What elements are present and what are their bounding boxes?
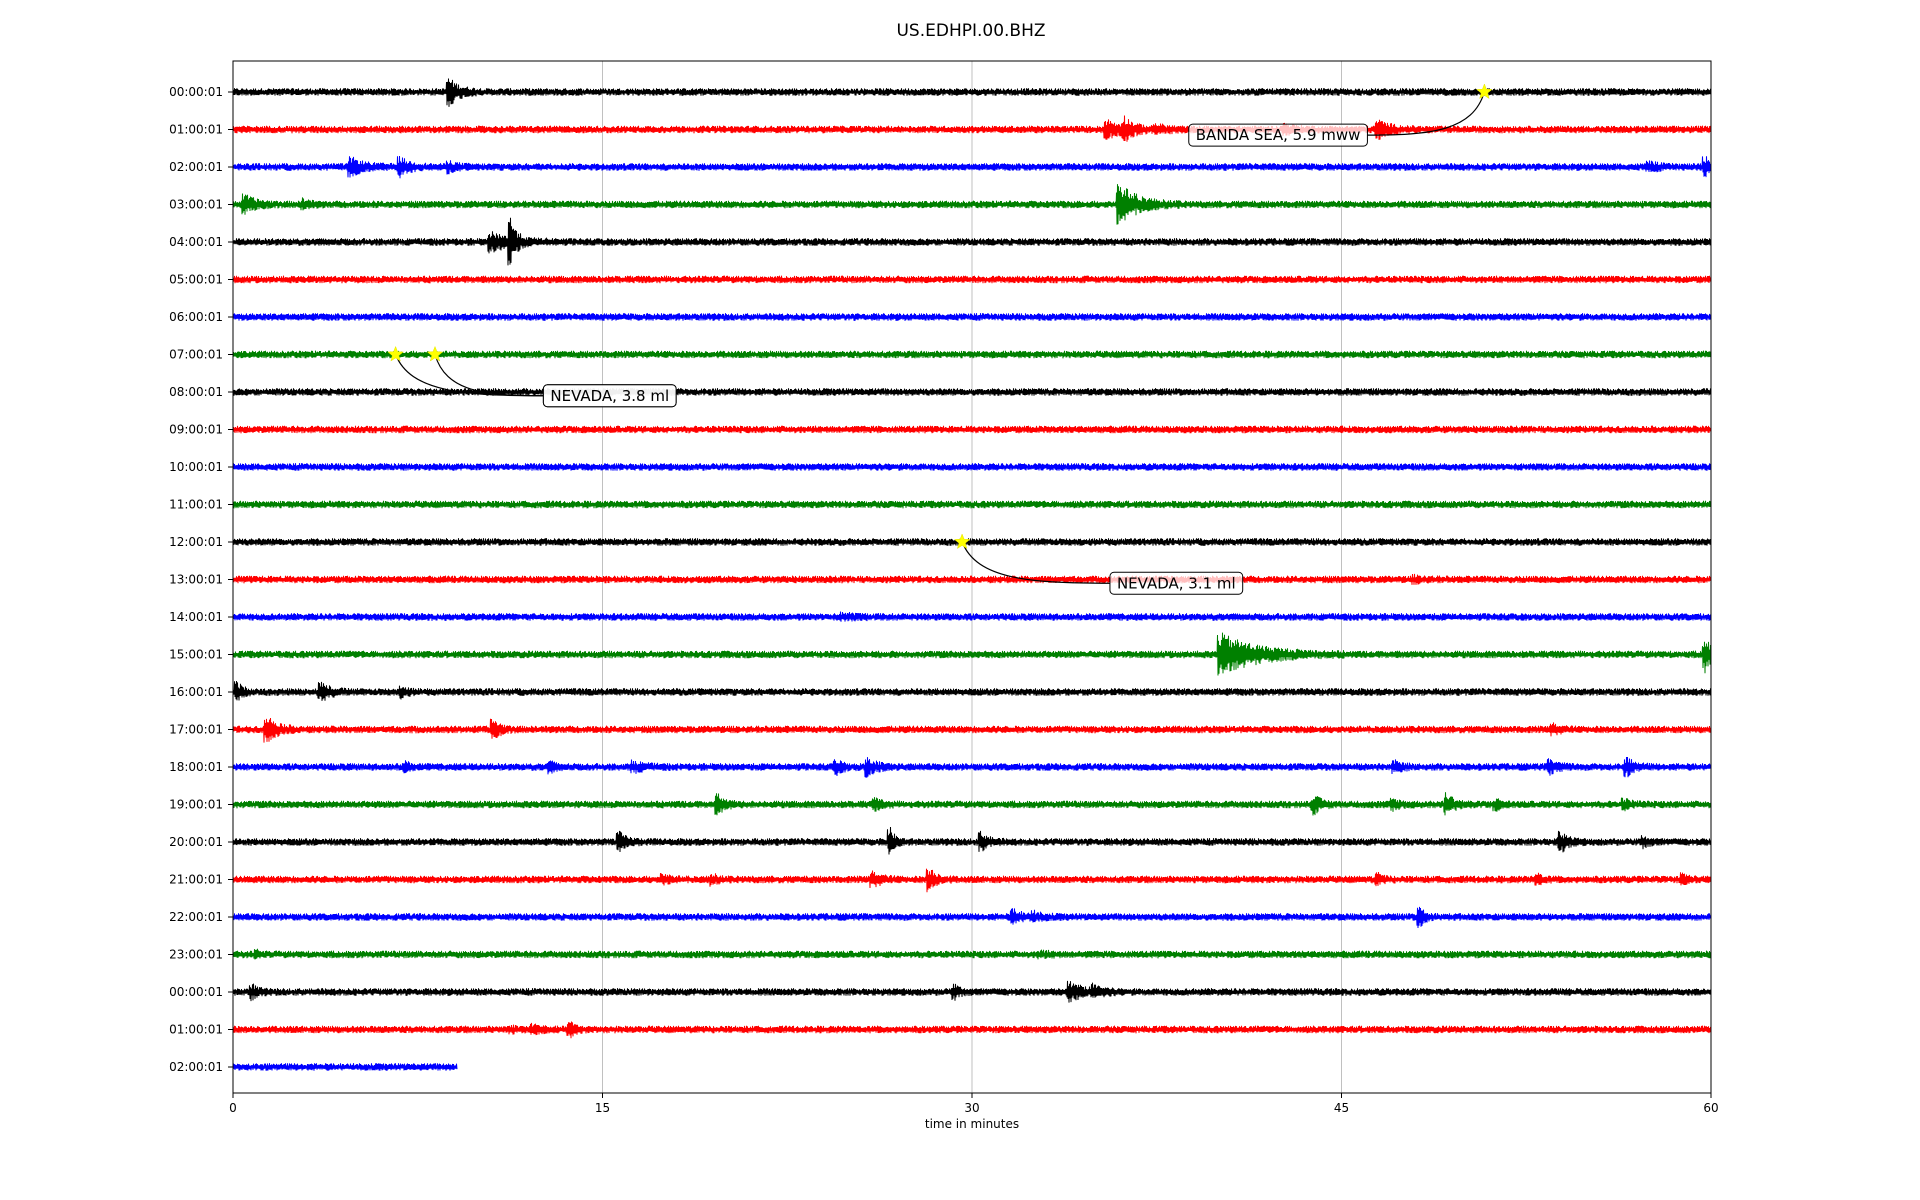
trace-row-26 [232,1063,458,1071]
trace-row-11 [232,500,1712,509]
trace-row-22 [232,906,1712,929]
chart-title: US.EDHPI.00.BHZ [896,21,1045,41]
x-tick-label-4: 60 [1703,1101,1718,1115]
row-label-22: 22:00:01 [169,910,223,924]
trace-row-20 [232,826,1712,855]
trace-row-0 [232,78,1712,107]
x-axis-label: time in minutes [925,1117,1019,1131]
trace-row-13 [232,573,1712,585]
trace-row-12 [232,538,1712,546]
row-label-3: 03:00:01 [169,198,223,212]
row-label-6: 06:00:01 [169,310,223,324]
trace-group [232,78,1712,1071]
row-label-1: 01:00:01 [169,123,223,137]
event-star-2 [387,345,404,362]
trace-row-6 [232,313,1712,321]
row-label-19: 19:00:01 [169,798,223,812]
trace-row-1 [232,115,1712,142]
x-tick-label-2: 30 [964,1101,979,1115]
event-text-2: NEVADA, 3.8 ml [550,387,669,405]
row-label-26: 02:00:01 [169,1060,223,1074]
row-label-2: 02:00:01 [169,160,223,174]
row-label-group: 00:00:01 01:00:01 02:00:01 03:00:01 04:00:01… [169,85,233,1074]
trace-row-4 [232,217,1712,266]
trace-row-3 [232,184,1712,225]
row-label-12: 12:00:01 [169,535,223,549]
row-label-24: 00:00:01 [169,985,223,999]
event-connector-2 [395,354,544,397]
row-label-10: 10:00:01 [169,460,223,474]
row-label-8: 08:00:01 [169,385,223,399]
row-label-18: 18:00:01 [169,760,223,774]
trace-row-2 [232,155,1712,179]
row-label-5: 05:00:01 [169,273,223,287]
event-label-0: BANDA SEA, 5.9 mww [1188,123,1368,147]
event-star-3 [953,533,971,550]
trace-row-8 [232,388,1712,396]
x-tick-label-3: 45 [1334,1101,1349,1115]
event-text-3: NEVADA, 3.1 ml [1117,574,1236,592]
event-text-0: BANDA SEA, 5.9 mww [1196,126,1361,144]
row-label-15: 15:00:01 [169,648,223,662]
row-label-11: 11:00:01 [169,498,223,512]
trace-row-25 [232,1021,1712,1039]
trace-row-24 [232,980,1712,1003]
row-label-20: 20:00:01 [169,835,223,849]
trace-row-21 [232,868,1712,893]
row-label-25: 01:00:01 [169,1023,223,1037]
trace-row-10 [232,463,1712,471]
trace-row-23 [232,948,1712,960]
row-label-23: 23:00:01 [169,948,223,962]
trace-row-17 [232,718,1712,743]
row-label-21: 21:00:01 [169,873,223,887]
row-label-9: 09:00:01 [169,423,223,437]
row-label-4: 04:00:01 [169,235,223,249]
trace-row-9 [232,425,1712,434]
trace-row-18 [232,756,1712,778]
trace-row-16 [232,681,1712,701]
event-star-1 [426,345,444,362]
x-tick-label-1: 15 [595,1101,610,1115]
row-label-16: 16:00:01 [169,685,223,699]
row-label-0: 00:00:01 [169,85,223,99]
trace-row-7 [232,350,1712,359]
trace-row-19 [232,792,1712,816]
event-connector-3 [961,541,1110,584]
row-label-14: 14:00:01 [169,610,223,624]
event-star-0 [1476,83,1493,100]
event-label-2: NEVADA, 3.8 ml [542,384,677,408]
event-connector-0 [1367,91,1485,136]
x-tick-label-0: 0 [229,1101,237,1115]
event-label-3: NEVADA, 3.1 ml [1109,571,1244,595]
row-label-7: 07:00:01 [169,348,223,362]
trace-row-14 [232,611,1712,622]
trace-row-5 [232,275,1712,284]
x-axis-ticks: 0 15 30 45 60 [229,1093,1719,1115]
row-label-13: 13:00:01 [169,573,223,587]
trace-row-15 [232,632,1712,676]
row-label-17: 17:00:01 [169,723,223,737]
